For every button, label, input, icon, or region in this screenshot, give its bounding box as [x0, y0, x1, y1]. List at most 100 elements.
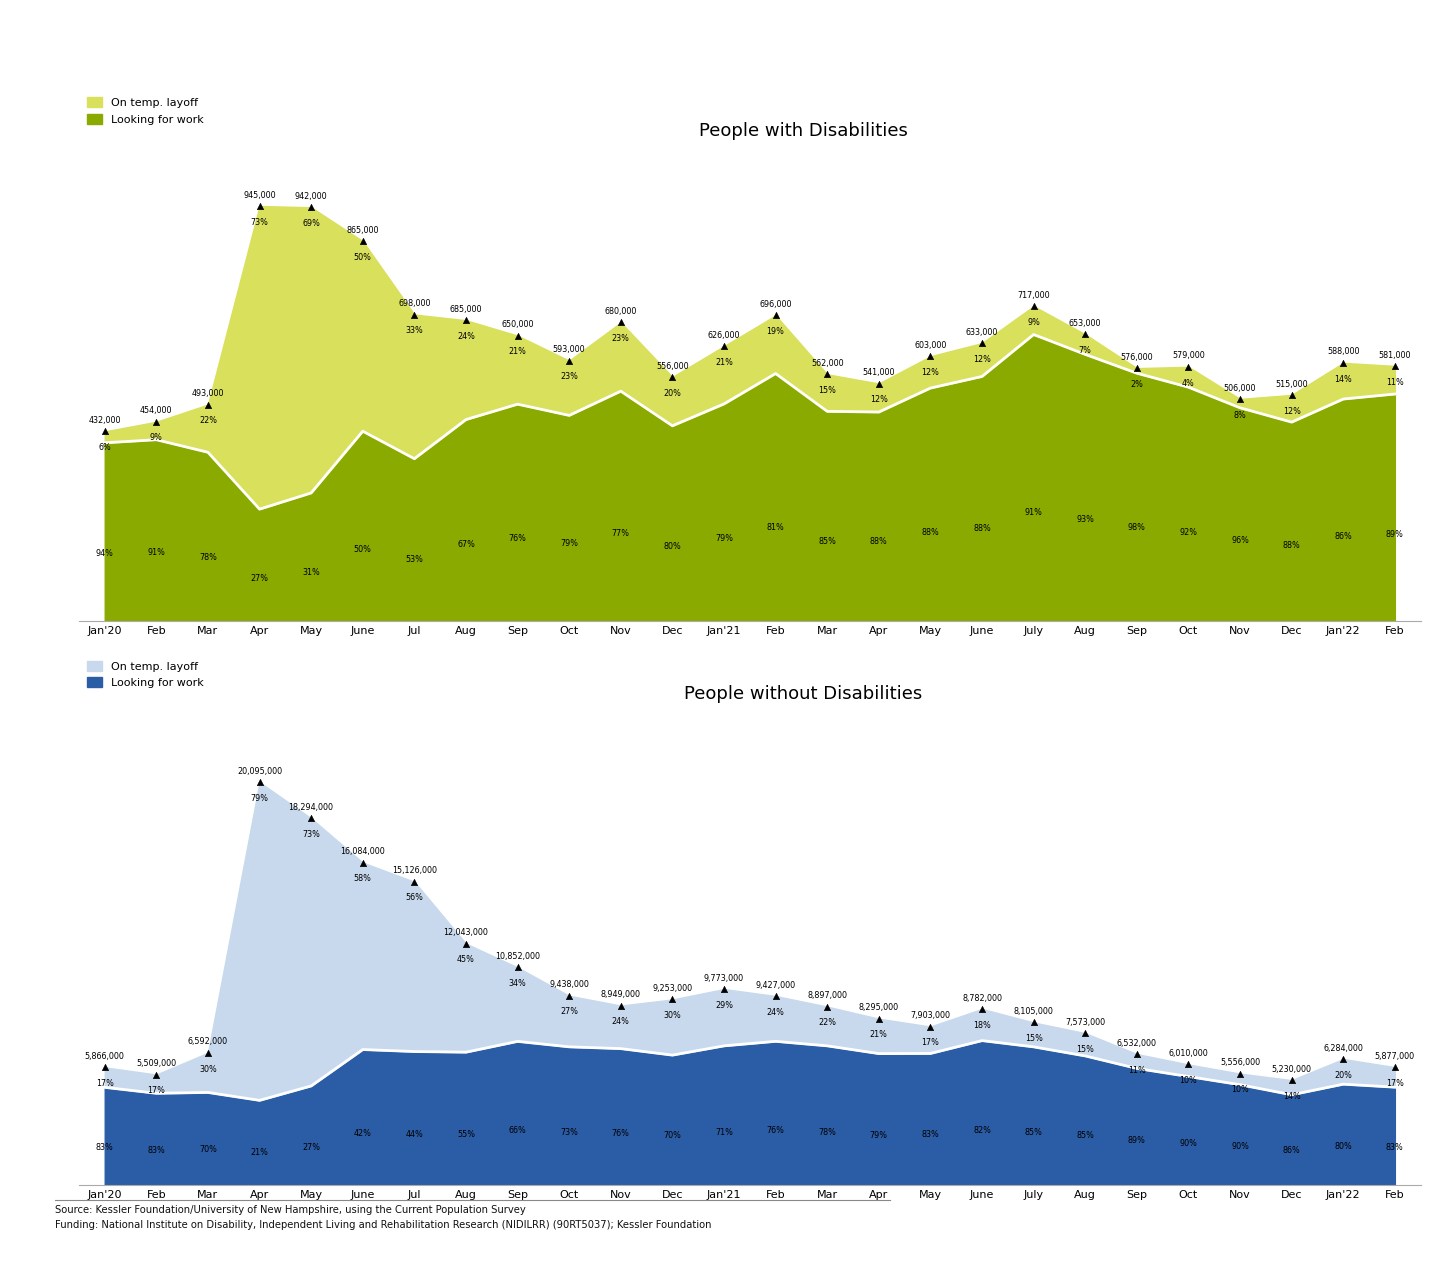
Text: 9,427,000: 9,427,000 — [755, 981, 795, 990]
Text: 6,284,000: 6,284,000 — [1323, 1044, 1363, 1053]
Point — [145, 1065, 168, 1085]
Point — [197, 395, 220, 415]
Point — [1177, 1054, 1200, 1075]
Text: 12%: 12% — [870, 396, 888, 405]
Text: People without Disabilities: People without Disabilities — [684, 685, 923, 703]
Text: 14%: 14% — [1283, 1091, 1300, 1100]
Text: 83%: 83% — [148, 1145, 165, 1154]
Text: 8,897,000: 8,897,000 — [808, 991, 847, 1000]
Text: 34%: 34% — [508, 979, 527, 988]
Point — [403, 871, 426, 892]
Point — [352, 231, 375, 251]
Text: 581,000: 581,000 — [1379, 351, 1411, 360]
Text: 576,000: 576,000 — [1121, 352, 1154, 361]
Text: 91%: 91% — [1025, 507, 1043, 516]
Text: 85%: 85% — [818, 537, 837, 546]
Text: 650,000: 650,000 — [501, 320, 534, 329]
Text: 717,000: 717,000 — [1017, 291, 1050, 300]
Point — [197, 1043, 220, 1063]
Text: 70%: 70% — [199, 1145, 217, 1154]
Text: 89%: 89% — [1386, 530, 1403, 539]
Text: 493,000: 493,000 — [192, 389, 224, 398]
Text: 22%: 22% — [199, 416, 217, 425]
Point — [1022, 1012, 1045, 1032]
Text: 10%: 10% — [1231, 1085, 1248, 1094]
Text: 12%: 12% — [1283, 406, 1300, 415]
Text: 5,866,000: 5,866,000 — [85, 1052, 125, 1061]
Text: 88%: 88% — [870, 537, 888, 546]
Text: 633,000: 633,000 — [966, 328, 999, 337]
Text: 85%: 85% — [1025, 1129, 1043, 1138]
Text: 79%: 79% — [870, 1131, 888, 1140]
Text: 653,000: 653,000 — [1069, 319, 1102, 328]
Text: 18%: 18% — [973, 1021, 992, 1030]
Point — [662, 989, 684, 1009]
Text: 83%: 83% — [1386, 1143, 1403, 1153]
Text: 6%: 6% — [99, 443, 110, 452]
Point — [145, 411, 168, 432]
Point — [1280, 384, 1303, 405]
Point — [763, 305, 786, 325]
Text: Source: Kessler Foundation/University of New Hampshire, using the Current Popula: Source: Kessler Foundation/University of… — [55, 1205, 710, 1230]
Text: 10,852,000: 10,852,000 — [495, 952, 540, 961]
Text: 73%: 73% — [560, 1129, 578, 1138]
Point — [1228, 1063, 1251, 1084]
Point — [93, 1057, 116, 1077]
Point — [1125, 1044, 1148, 1065]
Text: 27%: 27% — [251, 574, 268, 583]
Point — [610, 995, 633, 1016]
Text: 69%: 69% — [303, 219, 320, 228]
Text: 31%: 31% — [303, 567, 320, 576]
Text: 21%: 21% — [870, 1030, 888, 1039]
Point — [1332, 1049, 1355, 1070]
Text: 19%: 19% — [766, 327, 785, 336]
Text: 66%: 66% — [508, 1126, 527, 1135]
Text: 96%: 96% — [1231, 535, 1248, 544]
Point — [1383, 356, 1406, 377]
Text: 8%: 8% — [1234, 411, 1247, 420]
Text: 82%: 82% — [973, 1126, 992, 1135]
Text: 698,000: 698,000 — [397, 300, 430, 309]
Text: 21%: 21% — [251, 1148, 268, 1157]
Text: 9%: 9% — [1027, 318, 1040, 327]
Text: 88%: 88% — [973, 524, 992, 533]
Text: 83%: 83% — [96, 1144, 113, 1153]
Text: 86%: 86% — [1283, 1146, 1300, 1155]
Point — [558, 351, 581, 371]
Text: 18,294,000: 18,294,000 — [288, 803, 334, 812]
Text: 24%: 24% — [766, 1008, 785, 1017]
Point — [507, 325, 530, 346]
Text: 21%: 21% — [508, 347, 527, 356]
Text: 44%: 44% — [406, 1130, 423, 1139]
Text: 78%: 78% — [818, 1127, 837, 1136]
Text: 76%: 76% — [766, 1126, 785, 1135]
Text: 67%: 67% — [456, 541, 475, 550]
Text: 945,000: 945,000 — [243, 191, 276, 200]
Text: 30%: 30% — [199, 1065, 217, 1073]
Legend: On temp. layoff, Looking for work: On temp. layoff, Looking for work — [82, 94, 208, 129]
Legend: On temp. layoff, Looking for work: On temp. layoff, Looking for work — [82, 657, 208, 693]
Point — [1177, 356, 1200, 377]
Text: 14%: 14% — [1335, 374, 1352, 383]
Text: 8,295,000: 8,295,000 — [858, 1003, 898, 1012]
Text: COVID Update:: COVID Update: — [17, 13, 191, 33]
Point — [662, 366, 684, 387]
Text: 88%: 88% — [921, 528, 940, 537]
Text: 78%: 78% — [199, 552, 217, 561]
Point — [713, 336, 736, 356]
Text: 588,000: 588,000 — [1327, 347, 1359, 356]
Point — [455, 934, 478, 954]
Text: 680,000: 680,000 — [604, 307, 637, 316]
Text: 73%: 73% — [251, 218, 268, 227]
Text: 7%: 7% — [1079, 346, 1092, 355]
Text: 11%: 11% — [1128, 1066, 1145, 1075]
Text: 23%: 23% — [611, 334, 630, 343]
Text: 79%: 79% — [715, 534, 733, 543]
Text: 77%: 77% — [611, 529, 630, 538]
Text: 685,000: 685,000 — [449, 305, 482, 314]
Text: 76%: 76% — [508, 534, 527, 543]
Text: 15%: 15% — [818, 386, 837, 395]
Text: 7,903,000: 7,903,000 — [910, 1011, 950, 1020]
Text: 562,000: 562,000 — [811, 359, 844, 368]
Text: 56%: 56% — [406, 893, 423, 903]
